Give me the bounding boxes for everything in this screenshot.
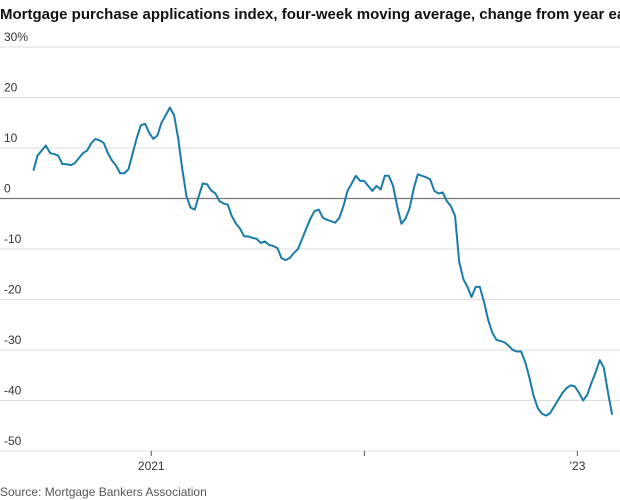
y-tick-label: -30 bbox=[4, 333, 22, 347]
x-tick-label: 2021 bbox=[138, 459, 165, 473]
y-tick-label: -50 bbox=[4, 434, 22, 448]
y-tick-label: -20 bbox=[4, 283, 22, 297]
y-tick-label: 20 bbox=[4, 81, 18, 95]
y-tick-label: 10 bbox=[4, 131, 18, 145]
y-tick-label: -10 bbox=[4, 232, 22, 246]
x-tick-label: ’23 bbox=[569, 459, 585, 473]
y-tick-label: -40 bbox=[4, 384, 22, 398]
y-tick-label: 30% bbox=[4, 30, 28, 44]
source: Source: Mortgage Bankers Association bbox=[0, 485, 207, 499]
chart-title: Mortgage purchase applications index, fo… bbox=[0, 6, 620, 23]
y-tick-label: 0 bbox=[4, 182, 11, 196]
series-line bbox=[32, 106, 614, 417]
